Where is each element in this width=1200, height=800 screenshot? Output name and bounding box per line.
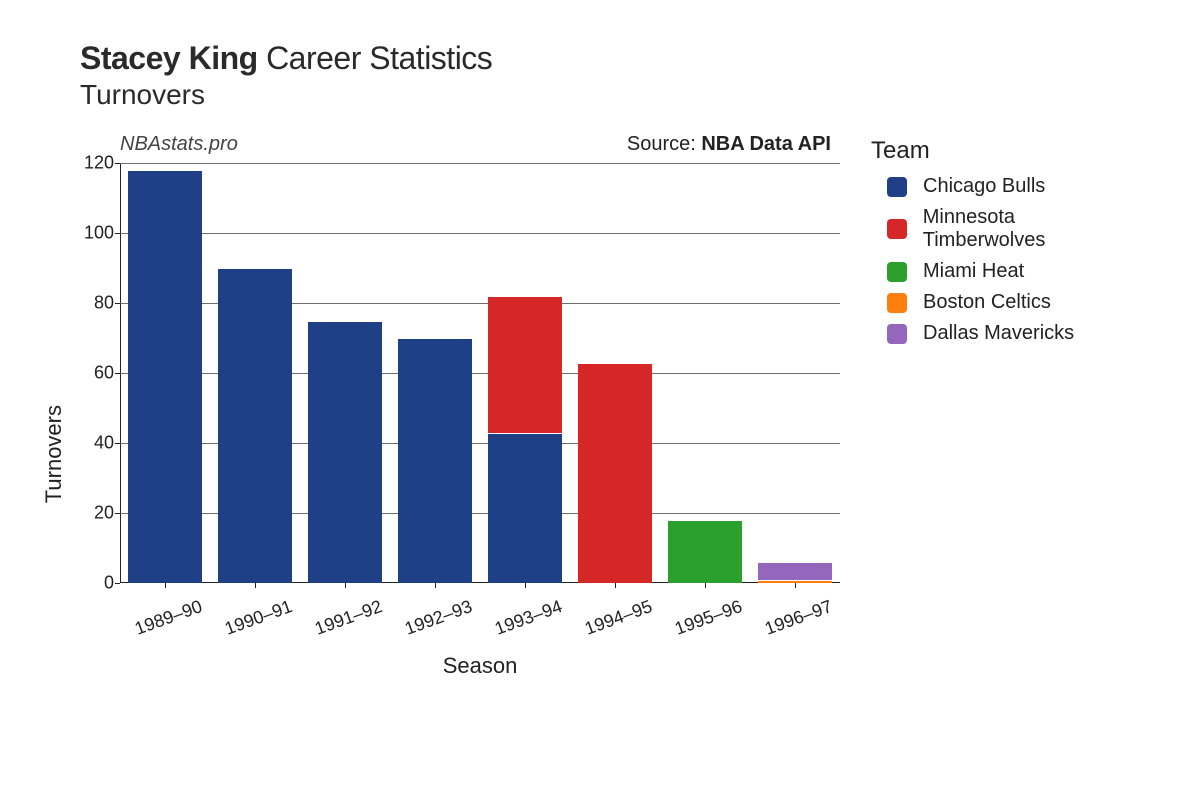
bar xyxy=(578,363,652,584)
source-prefix: Source: xyxy=(627,133,701,155)
chart-area: NBAstats.pro Source: NBA Data API Turnov… xyxy=(60,135,841,675)
legend-label: Miami Heat xyxy=(923,260,1024,283)
x-tick-mark xyxy=(705,583,706,588)
bar xyxy=(128,170,202,583)
x-tick-label: 1992–93 xyxy=(402,596,475,640)
legend-swatch xyxy=(887,177,907,197)
legend-label: Boston Celtics xyxy=(923,291,1051,314)
bar-segment xyxy=(308,321,382,584)
title-rest: Career Statistics xyxy=(266,40,492,76)
legend-title: Team xyxy=(871,137,1140,165)
gridline xyxy=(120,163,840,164)
y-tick-mark xyxy=(115,583,120,584)
x-tick-mark xyxy=(795,583,796,588)
bar xyxy=(218,268,292,583)
y-tick-label: 40 xyxy=(80,433,114,454)
gridline xyxy=(120,233,840,234)
x-tick-label: 1995–96 xyxy=(672,596,745,640)
chart-subtitle: Turnovers xyxy=(80,79,1140,111)
legend-item: Chicago Bulls xyxy=(871,175,1140,198)
x-tick-label: 1991–92 xyxy=(312,596,385,640)
x-tick-mark xyxy=(345,583,346,588)
x-tick-mark xyxy=(525,583,526,588)
y-tick-label: 100 xyxy=(80,223,114,244)
x-tick-mark xyxy=(255,583,256,588)
bar-segment xyxy=(218,268,292,583)
bar xyxy=(668,520,742,583)
x-tick-label: 1990–91 xyxy=(222,596,295,640)
legend: Team Chicago Bulls Minnesota Timberwolves… xyxy=(871,137,1140,675)
bar xyxy=(488,296,562,583)
chart-container: Stacey King Career Statistics Turnovers … xyxy=(0,0,1200,800)
legend-swatch xyxy=(887,262,907,282)
legend-label: Chicago Bulls xyxy=(923,175,1045,198)
legend-swatch xyxy=(887,324,907,344)
player-name: Stacey King xyxy=(80,40,258,76)
plot-area: Season 0204060801001201989–901990–911991… xyxy=(120,163,840,583)
site-label: NBAstats.pro xyxy=(120,133,238,156)
x-tick-label: 1994–95 xyxy=(582,596,655,640)
x-tick-label: 1989–90 xyxy=(132,596,205,640)
x-tick-label: 1993–94 xyxy=(492,596,565,640)
y-axis-title: Turnovers xyxy=(41,405,67,503)
bar xyxy=(308,321,382,584)
legend-items: Chicago Bulls Minnesota Timberwolves Miami… xyxy=(871,175,1140,345)
bar xyxy=(398,338,472,583)
x-axis-title: Season xyxy=(443,653,518,679)
x-tick-mark xyxy=(165,583,166,588)
bar-segment xyxy=(398,338,472,583)
y-tick-mark xyxy=(115,233,120,234)
annotation-row: NBAstats.pro Source: NBA Data API xyxy=(120,133,831,156)
bar-segment xyxy=(488,296,562,433)
bar-segment xyxy=(578,363,652,584)
legend-item: Miami Heat xyxy=(871,260,1140,283)
y-tick-label: 120 xyxy=(80,153,114,174)
y-tick-label: 20 xyxy=(80,503,114,524)
y-tick-mark xyxy=(115,443,120,444)
bar xyxy=(758,562,832,583)
bar-segment xyxy=(128,170,202,583)
y-tick-label: 0 xyxy=(80,573,114,594)
bar-segment xyxy=(488,433,562,584)
source-name: NBA Data API xyxy=(701,133,831,155)
bar-segment xyxy=(758,562,832,580)
x-tick-label: 1996–97 xyxy=(762,596,835,640)
legend-item: Boston Celtics xyxy=(871,291,1140,314)
y-tick-label: 80 xyxy=(80,293,114,314)
legend-swatch xyxy=(887,219,907,239)
legend-item: Minnesota Timberwolves xyxy=(871,206,1140,252)
source-label: Source: NBA Data API xyxy=(627,133,831,156)
chart-title: Stacey King Career Statistics xyxy=(80,40,1140,77)
y-tick-mark xyxy=(115,513,120,514)
bar-segment xyxy=(668,520,742,583)
y-tick-mark xyxy=(115,163,120,164)
chart-wrap: NBAstats.pro Source: NBA Data API Turnov… xyxy=(60,135,1140,675)
title-block: Stacey King Career Statistics Turnovers xyxy=(80,40,1140,111)
legend-label: Minnesota Timberwolves xyxy=(923,206,1140,252)
y-tick-mark xyxy=(115,373,120,374)
x-tick-mark xyxy=(615,583,616,588)
legend-swatch xyxy=(887,293,907,313)
y-tick-mark xyxy=(115,303,120,304)
y-tick-label: 60 xyxy=(80,363,114,384)
legend-label: Dallas Mavericks xyxy=(923,322,1074,345)
x-tick-mark xyxy=(435,583,436,588)
legend-item: Dallas Mavericks xyxy=(871,322,1140,345)
